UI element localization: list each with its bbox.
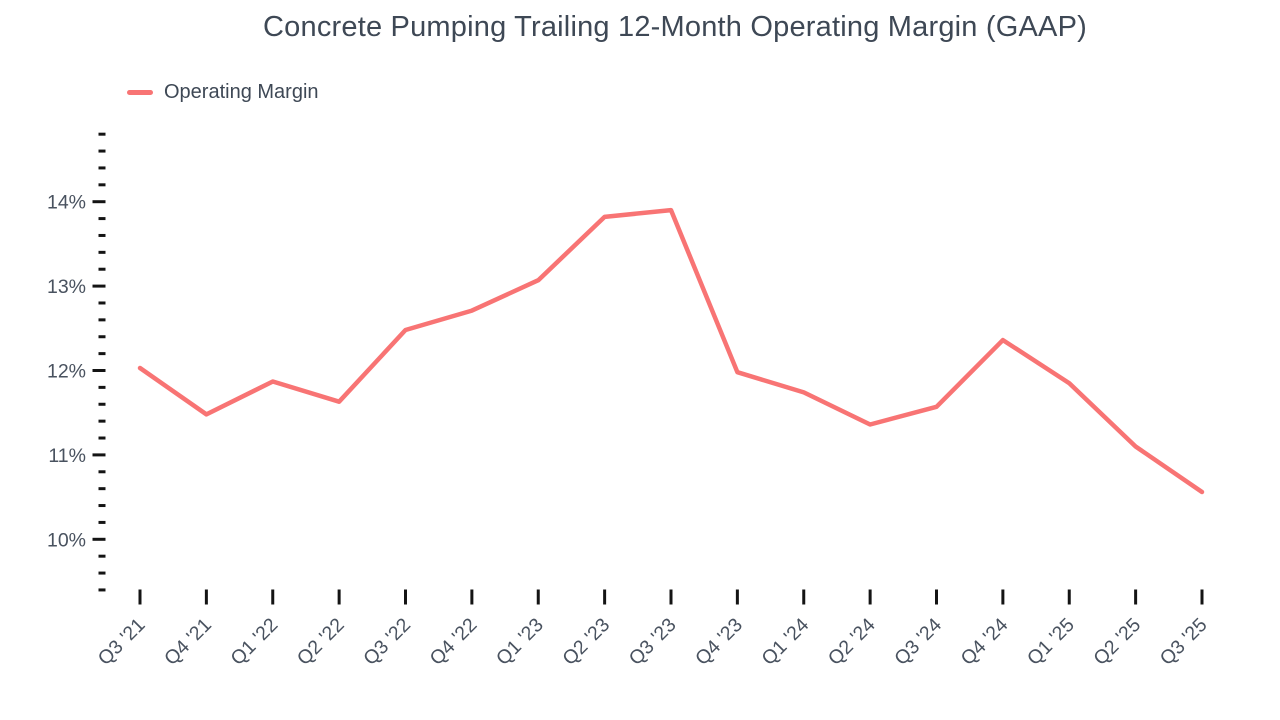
x-tick-label: Q1 '23	[492, 614, 548, 670]
y-tick-label: 13%	[47, 276, 86, 298]
x-tick-label: Q4 '22	[426, 614, 482, 670]
x-tick-label: Q4 '24	[957, 614, 1013, 670]
x-tick-label: Q3 '25	[1156, 614, 1212, 670]
x-tick-label: Q1 '22	[227, 614, 283, 670]
chart-title: Concrete Pumping Trailing 12-Month Opera…	[263, 11, 1087, 43]
x-tick-label: Q1 '24	[758, 614, 814, 670]
y-tick-label: 14%	[47, 192, 86, 214]
legend: Operating Margin	[127, 81, 319, 104]
x-tick-label: Q2 '24	[824, 614, 880, 670]
legend-line-swatch-icon	[127, 90, 153, 95]
x-tick-label: Q2 '23	[558, 614, 614, 670]
x-tick-label: Q3 '22	[359, 614, 415, 670]
x-tick-label: Q3 '24	[890, 614, 946, 670]
x-tick-label: Q2 '25	[1089, 614, 1145, 670]
x-tick-label: Q2 '22	[293, 614, 349, 670]
y-tick-label: 10%	[47, 529, 86, 551]
x-tick-label: Q3 '23	[625, 614, 681, 670]
y-tick-label: 11%	[48, 445, 86, 467]
x-tick-label: Q4 '23	[691, 614, 747, 670]
x-tick-label: Q3 '21	[94, 614, 150, 670]
x-tick-label: Q4 '21	[160, 614, 216, 670]
x-tick-label: Q1 '25	[1023, 614, 1079, 670]
y-tick-label: 12%	[47, 361, 86, 383]
series-line-operating-margin	[137, 207, 1205, 495]
legend-series-label: Operating Margin	[164, 81, 319, 103]
